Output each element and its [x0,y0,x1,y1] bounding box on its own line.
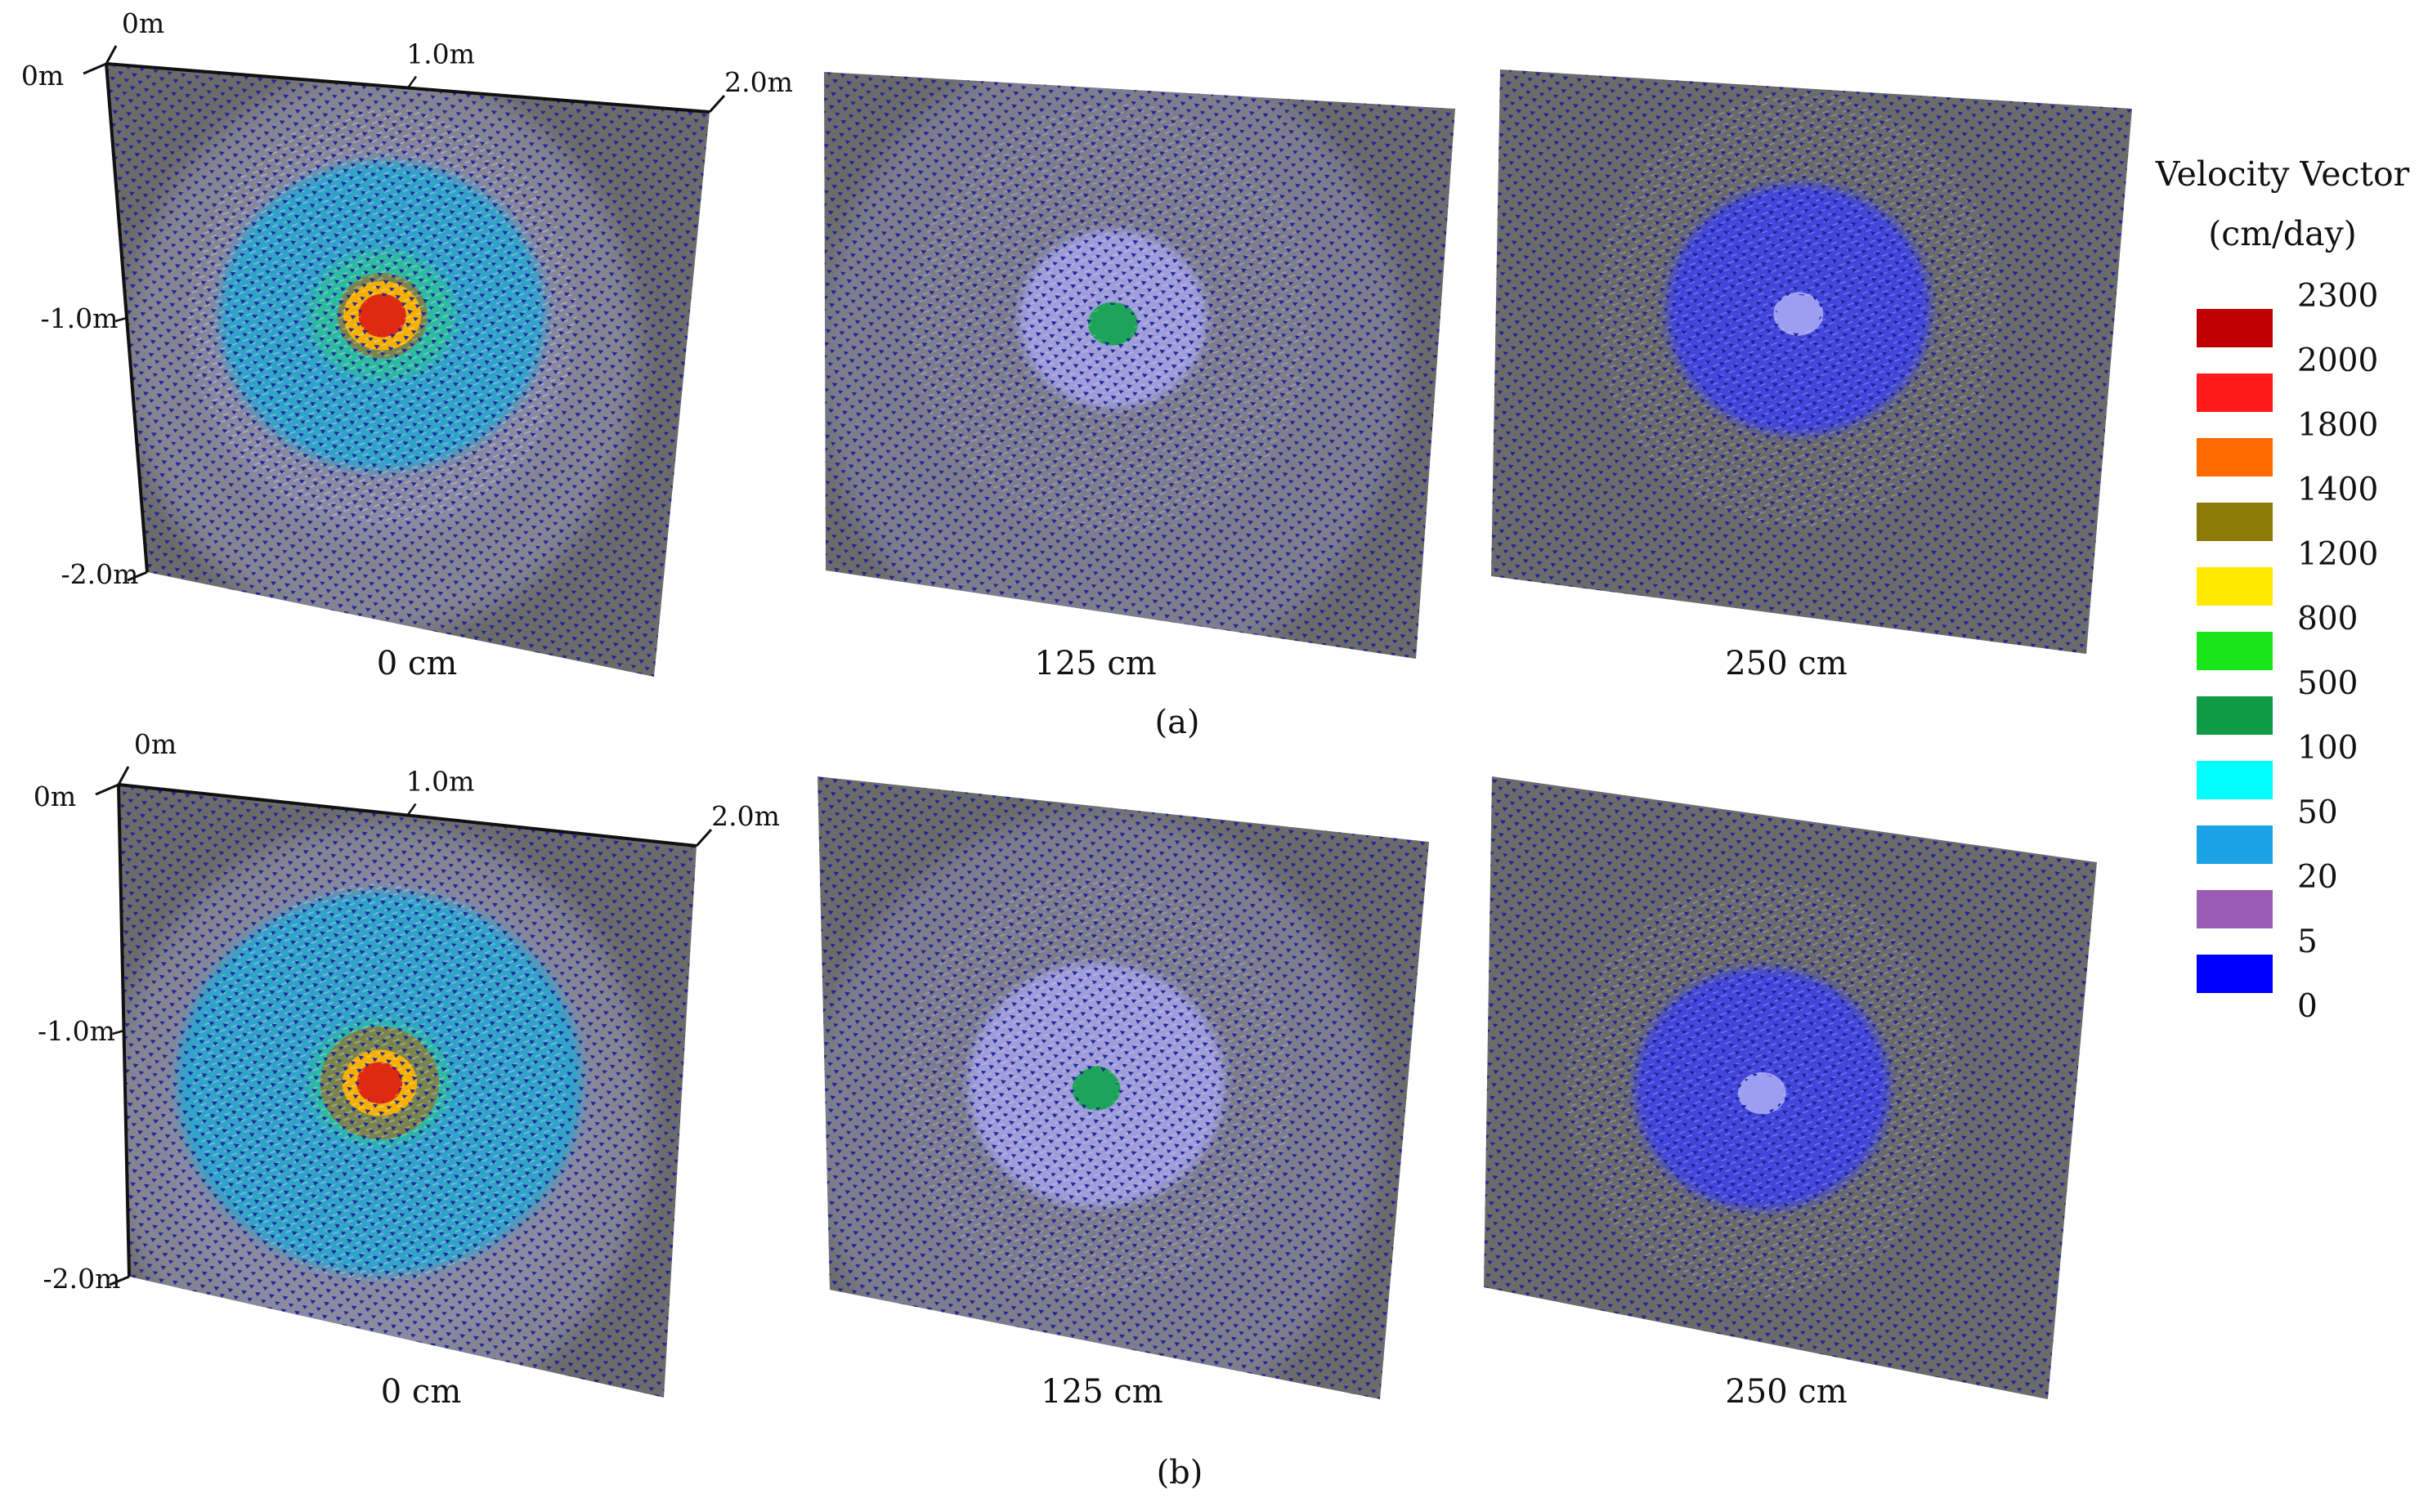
velocity-field [824,72,1455,659]
panel-a-250cm: 250 cm [1491,69,2132,682]
legend-tick-label: 0 [2297,988,2318,1025]
left-axis-label: 0m [21,60,64,92]
legend-tick-label: 20 [2297,859,2338,896]
tick-mark [114,316,128,323]
panel-caption: 250 cm [1725,1373,1847,1411]
panel-b-125cm: 125 cm [818,776,1429,1411]
depth-axis-stub [83,62,107,75]
vector-dots [1491,69,2132,654]
velocity-zone-core-top [361,296,405,336]
vector-dots [818,776,1429,1399]
left-axis-label: -2.0m [61,558,139,590]
vector-dots [824,72,1455,659]
tick-mark [406,803,417,816]
velocity-zone-core-top [1776,294,1821,333]
top-axis-label: 2.0m [724,66,793,98]
panel-caption: 0 cm [381,1373,462,1411]
panel-caption: 250 cm [1725,645,1847,682]
velocity-field [119,785,697,1398]
axis-frame: 0m 1.0m 2.0m 0m -1.0m -2.0m [21,7,793,590]
velocity-field [818,776,1429,1399]
depth-axis-stub [109,1275,130,1286]
legend-tick-label: 5 [2297,924,2318,960]
legend: Velocity Vector (cm/day) 2300 2000 1800 140… [2155,154,2410,1025]
depth-axis-stub [127,570,148,582]
row-a: 0m 1.0m 2.0m 0m -1.0m -2.0m 0 cm 125 cm 250 c… [21,7,2132,741]
top-axis-label: 0m [134,728,177,760]
left-axis-label: 0m [34,781,76,812]
velocity-zone-core-top [1075,1071,1118,1108]
legend-swatch [2197,374,2273,412]
depth-axis-stub [105,45,118,65]
row-label-a: (a) [1154,704,1199,741]
legend-title: Velocity Vector [2155,154,2410,194]
legend-tick-label: 1800 [2297,407,2378,444]
velocity-field [106,64,710,677]
row-label-b: (b) [1157,1454,1203,1492]
legend-swatch [2197,503,2273,541]
legend-swatches [2197,309,2273,993]
legend-tick-label: 1400 [2297,472,2378,508]
tick-mark [406,75,418,89]
left-axis-label: -1.0m [41,302,119,334]
legend-swatch [2197,825,2273,864]
legend-tick-label: 100 [2297,730,2358,767]
legend-swatch [2197,309,2273,347]
depth-axis-stub [695,828,713,848]
depth-axis-stub [95,783,119,796]
legend-swatch [2197,632,2273,670]
panel-a-0cm: 0m 1.0m 2.0m 0m -1.0m -2.0m 0 cm [21,7,793,682]
legend-swatch [2197,955,2273,993]
depth-axis-stub [708,94,726,114]
panel-caption: 125 cm [1034,645,1156,682]
left-axis-label: -2.0m [43,1263,121,1295]
legend-swatch [2197,890,2273,928]
vector-dots [106,64,710,677]
panel-b-250cm: 250 cm [1484,776,2097,1411]
velocity-field [1491,69,2132,654]
vector-dots [119,785,697,1398]
legend-tick-label: 50 [2297,794,2338,831]
vector-dots [1484,776,2097,1399]
velocity-zone-core-top [1091,304,1135,343]
velocity-zone-core-top [1740,1075,1784,1112]
legend-tick-label: 2300 [2297,278,2378,315]
velocity-field [1484,776,2097,1399]
axis-frame: 0m 1.0m 2.0m 0m -1.0m -2.0m [34,728,780,1295]
legend-tick-label: 500 [2297,665,2358,702]
legend-swatch [2197,761,2273,799]
legend-swatch [2197,696,2273,735]
panel-a-125cm: 125 cm [824,72,1455,682]
legend-tick-label: 1200 [2297,536,2378,573]
panel-caption: 125 cm [1041,1373,1162,1411]
legend-tick-label: 800 [2297,601,2358,637]
row-b: 0m 1.0m 2.0m 0m -1.0m -2.0m 0 cm 125 cm 250 c… [34,728,2097,1492]
legend-units: (cm/day) [2208,214,2357,253]
depth-axis-stub [117,766,130,785]
legend-swatch [2197,567,2273,606]
top-axis-label: 1.0m [406,38,475,70]
tick-mark [112,1029,124,1036]
top-axis-label: 0m [122,7,164,39]
top-axis-label: 1.0m [406,766,475,798]
legend-swatch [2197,438,2273,476]
left-axis-label: -1.0m [38,1015,115,1047]
panel-b-0cm: 0m 1.0m 2.0m 0m -1.0m -2.0m 0 cm [34,728,780,1411]
panel-caption: 0 cm [377,645,458,682]
velocity-zone-core-top [358,1064,401,1102]
legend-tick-label: 2000 [2297,342,2378,379]
top-axis-label: 2.0m [711,800,780,832]
